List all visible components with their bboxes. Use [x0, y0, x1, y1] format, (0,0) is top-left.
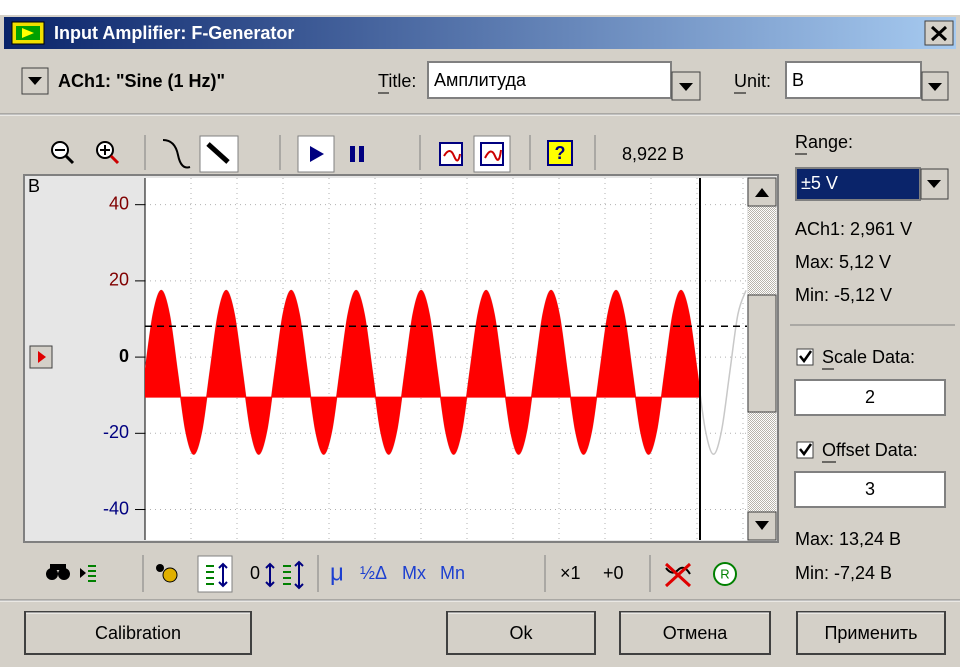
view-button[interactable] [440, 143, 462, 165]
title-dropdown[interactable] [672, 72, 700, 100]
zero-scale[interactable]: 0 [250, 563, 260, 583]
channel-dropdown[interactable] [22, 68, 48, 94]
range-max: Max: 5,12 V [795, 252, 891, 272]
help-button[interactable]: ? [548, 141, 572, 165]
top-strip [0, 0, 960, 15]
unit-value: B [792, 70, 804, 90]
line-mode[interactable] [200, 136, 238, 172]
min-button[interactable]: Mn [440, 563, 465, 583]
button-label[interactable]: Отмена [663, 623, 729, 643]
title-label: Title: [378, 71, 416, 91]
y-tick-label: 0 [119, 346, 129, 366]
unit-scale-button[interactable]: ×1 [560, 563, 581, 583]
scale-label: Scale Data: [822, 347, 915, 367]
scale-value: 2 [865, 387, 875, 407]
range-label: Range: [795, 132, 853, 152]
y-tick-label: 20 [109, 270, 129, 290]
button-label[interactable]: Ok [509, 623, 533, 643]
offset-label: Offset Data: [822, 440, 918, 460]
scrollbar[interactable] [748, 178, 776, 540]
y-tick-label: 40 [109, 193, 129, 213]
button-label[interactable]: Применить [824, 623, 917, 643]
unit-label: Unit: [734, 71, 771, 91]
zero-offset-button[interactable]: +0 [603, 563, 624, 583]
cursor-reading: 8,922 B [622, 144, 684, 164]
y-tick-label: -40 [103, 498, 129, 518]
result-min: Min: -7,24 B [795, 563, 892, 583]
range-value: ±5 V [801, 173, 838, 193]
play-button[interactable] [298, 136, 334, 172]
title-value: Амплитуда [434, 70, 527, 90]
mean-button[interactable]: μ [330, 559, 344, 586]
window-title: Input Amplifier: F-Generator [54, 23, 294, 43]
button-label[interactable]: Calibration [95, 623, 181, 643]
unit-dropdown[interactable] [922, 72, 948, 100]
range-min: Min: -5,12 V [795, 285, 892, 305]
help-glyph: ? [555, 143, 566, 163]
reset-button[interactable]: R [714, 563, 736, 585]
max-button[interactable]: Mx [402, 563, 426, 583]
reset-glyph: R [720, 566, 729, 581]
dialog: Input Amplifier: F-Generator ACh1: "Sine… [0, 0, 960, 667]
view-button-pressed[interactable] [474, 136, 510, 172]
y-tick-label: -20 [103, 422, 129, 442]
app-icon [12, 22, 44, 44]
button-row: Calibration Ok Отмена Применить [25, 612, 945, 654]
plot-unit: B [28, 176, 40, 196]
offset-value: 3 [865, 479, 875, 499]
unit-input[interactable] [786, 62, 921, 98]
marker-button[interactable] [30, 346, 52, 368]
scale-checkbox[interactable] [797, 349, 813, 365]
channel-reading: ACh1: 2,961 V [795, 219, 912, 239]
offset-checkbox[interactable] [797, 442, 813, 458]
half-delta-button[interactable]: ½Δ [360, 563, 387, 583]
close-button[interactable] [925, 21, 953, 45]
scale-button[interactable] [198, 556, 232, 592]
result-max: Max: 13,24 B [795, 529, 901, 549]
channel-name: ACh1: "Sine (1 Hz)" [58, 71, 225, 91]
range-dropdown[interactable] [921, 169, 948, 199]
